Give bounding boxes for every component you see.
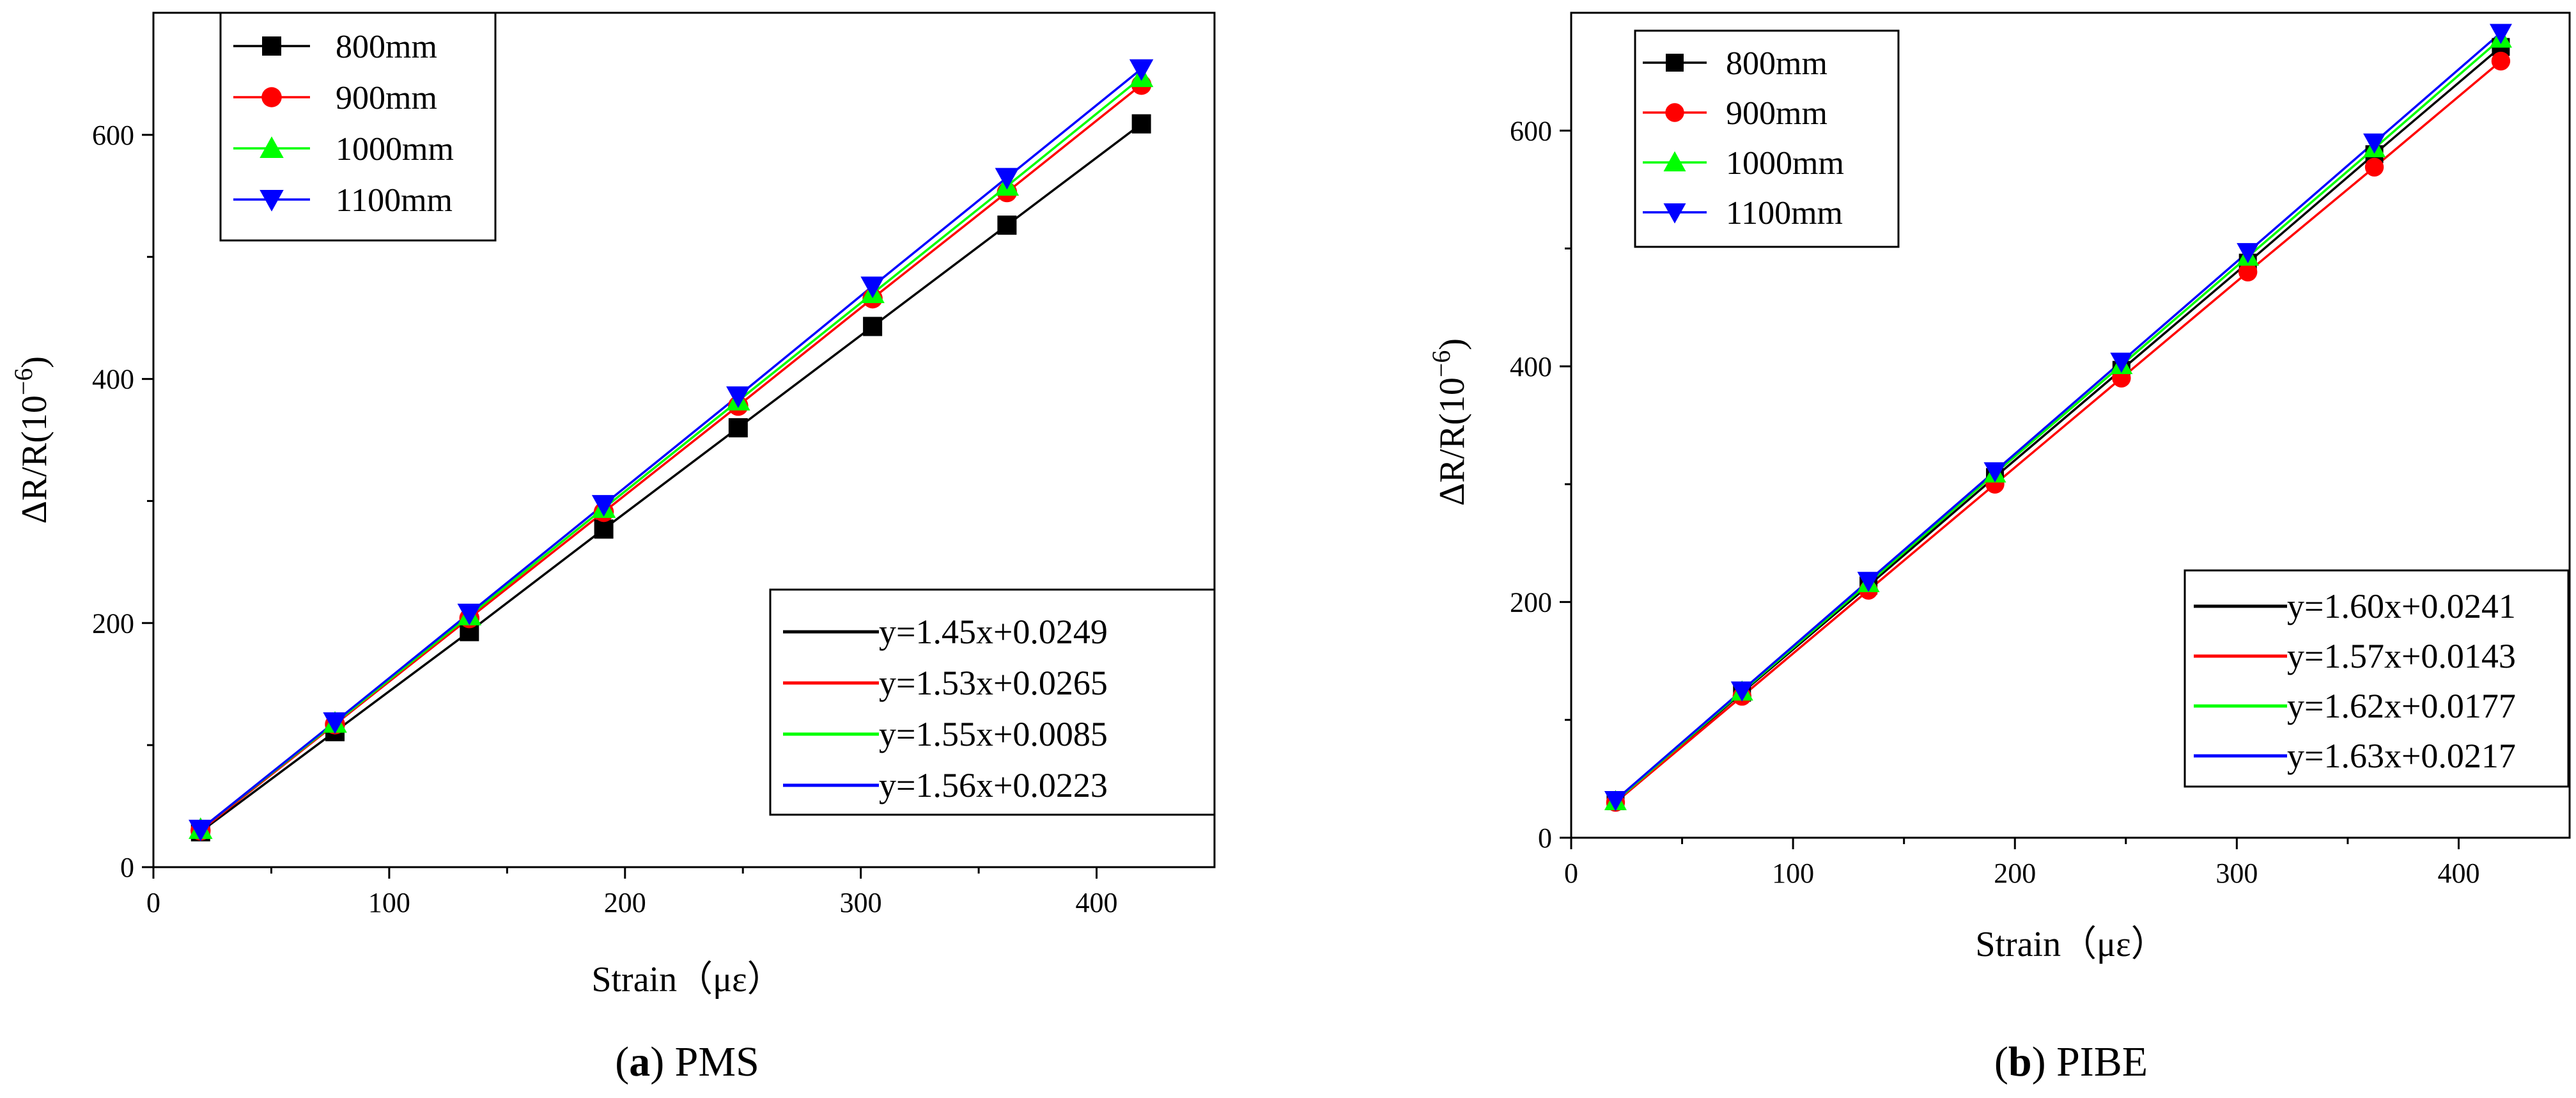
y-tick-label: 600 [92,120,134,151]
legend-label-800mm: 800mm [336,29,437,65]
panel-caption: (b) PIBE [1994,1039,2148,1085]
legend-label-1000mm: 1000mm [336,131,454,168]
fit-equation: y=1.56x+0.0223 [879,766,1108,804]
fit-equation: y=1.45x+0.0249 [879,613,1108,651]
data-point-1100mm [2363,133,2386,154]
fit-equation: y=1.55x+0.0085 [879,715,1108,753]
y-tick-label: 400 [92,364,134,395]
y-axis-exponent: −6 [9,368,38,396]
legend-marker-1000mm [260,136,284,158]
legend-marker-800mm [1666,54,1684,72]
x-axis-title: Strain（με） [591,960,782,1000]
series-line-1100mm [199,68,1142,831]
data-point-1100mm [1730,681,1753,702]
legend-marker-800mm [262,36,281,56]
series-line-900mm [1615,60,2502,804]
chart-panel-pms: 0 100 200 300 400 0 200 400 600 800mm 900mm 1000mm… [9,12,1216,1085]
y-tick-label: 200 [1510,586,1552,618]
data-point-1100mm [1857,572,1880,592]
x-tick-label: 0 [146,887,160,918]
data-point-800mm [594,519,614,539]
data-point-900mm [2238,262,2258,282]
legend-marker-1000mm [1663,151,1686,171]
legend-label-1100mm: 1100mm [1726,195,1843,231]
x-tick-label: 100 [368,887,410,918]
x-tick-label: 400 [1076,887,1118,918]
data-point-900mm [2364,157,2384,177]
legend-label-900mm: 900mm [1726,95,1827,132]
data-point-1100mm [1983,462,2006,483]
fit-equation: y=1.63x+0.0217 [2287,737,2516,775]
data-point-1100mm [2237,243,2260,263]
data-point-800mm [997,216,1017,235]
legend-label-1100mm: 1100mm [336,182,453,219]
panel-caption: (a) PMS [615,1039,759,1085]
y-tick-label: 0 [1538,822,1552,854]
fit-equation: y=1.53x+0.0265 [879,664,1108,702]
legend-label-1000mm: 1000mm [1726,145,1844,182]
x-tick-label: 300 [2215,858,2258,889]
data-point-1100mm [2110,352,2133,373]
data-point-1100mm [189,819,213,842]
plot-frame [152,12,1216,868]
y-axis-title: ΔR/R(10−6) [1427,338,1472,506]
data-point-1100mm [457,604,482,625]
legend-marker-1100mm [260,190,284,212]
x-tick-label: 0 [1564,858,1578,889]
x-tick-label: 200 [604,887,646,918]
fit-equation: y=1.60x+0.0241 [2287,587,2516,625]
y-tick-label: 0 [120,852,134,883]
y-tick-label: 600 [1510,115,1552,146]
y-tick-label: 400 [1510,351,1552,382]
series-legend: 800mm 900mm 1000mm 1100mm [1634,29,1900,248]
series-line-800mm [199,123,1142,833]
x-axis-title: Strain（με） [1975,925,2166,964]
legend-label-900mm: 900mm [336,80,437,116]
data-point-800mm [863,317,883,336]
x-tick-label: 300 [840,887,882,918]
x-tick-label: 200 [1994,858,2036,889]
chart-panel-pibe: 0 100 200 300 400 0 200 400 600 800mm 900mm 1000mm… [1427,12,2571,1085]
data-point-1100mm [1129,59,1154,81]
data-point-1100mm [860,276,885,299]
data-point-1100mm [323,712,347,734]
x-tick-label: 400 [2437,858,2479,889]
data-point-1100mm [2489,24,2512,44]
legend-marker-1100mm [1663,203,1686,224]
data-point-800mm [1131,114,1151,134]
fit-equation: y=1.62x+0.0177 [2287,687,2516,725]
fit-legend: y=1.60x+0.0241 y=1.57x+0.0143 y=1.62x+0.01… [2184,569,2570,788]
y-axis-exponent: −6 [1427,350,1455,378]
data-point-800mm [728,418,748,437]
y-axis-title: ΔR/R(10−6) [9,356,54,524]
data-point-1100mm [995,168,1020,190]
fit-legend: y=1.45x+0.0249 y=1.53x+0.0265 y=1.55x+0.00… [769,588,1216,816]
legend-label-800mm: 800mm [1726,45,1827,82]
data-point-900mm [2491,51,2511,71]
y-tick-label: 200 [92,608,134,639]
legend-marker-900mm [261,87,282,107]
fit-equation: y=1.57x+0.0143 [2287,637,2516,675]
series-legend: 800mm 900mm 1000mm 1100mm [219,12,497,242]
legend-marker-900mm [1665,103,1684,122]
data-point-1100mm [591,495,616,517]
plot-frame [1570,12,2571,839]
series-line-1100mm [1615,32,2502,801]
data-point-1100mm [726,386,750,409]
x-tick-label: 100 [1772,858,1814,889]
data-point-1100mm [1604,791,1627,812]
